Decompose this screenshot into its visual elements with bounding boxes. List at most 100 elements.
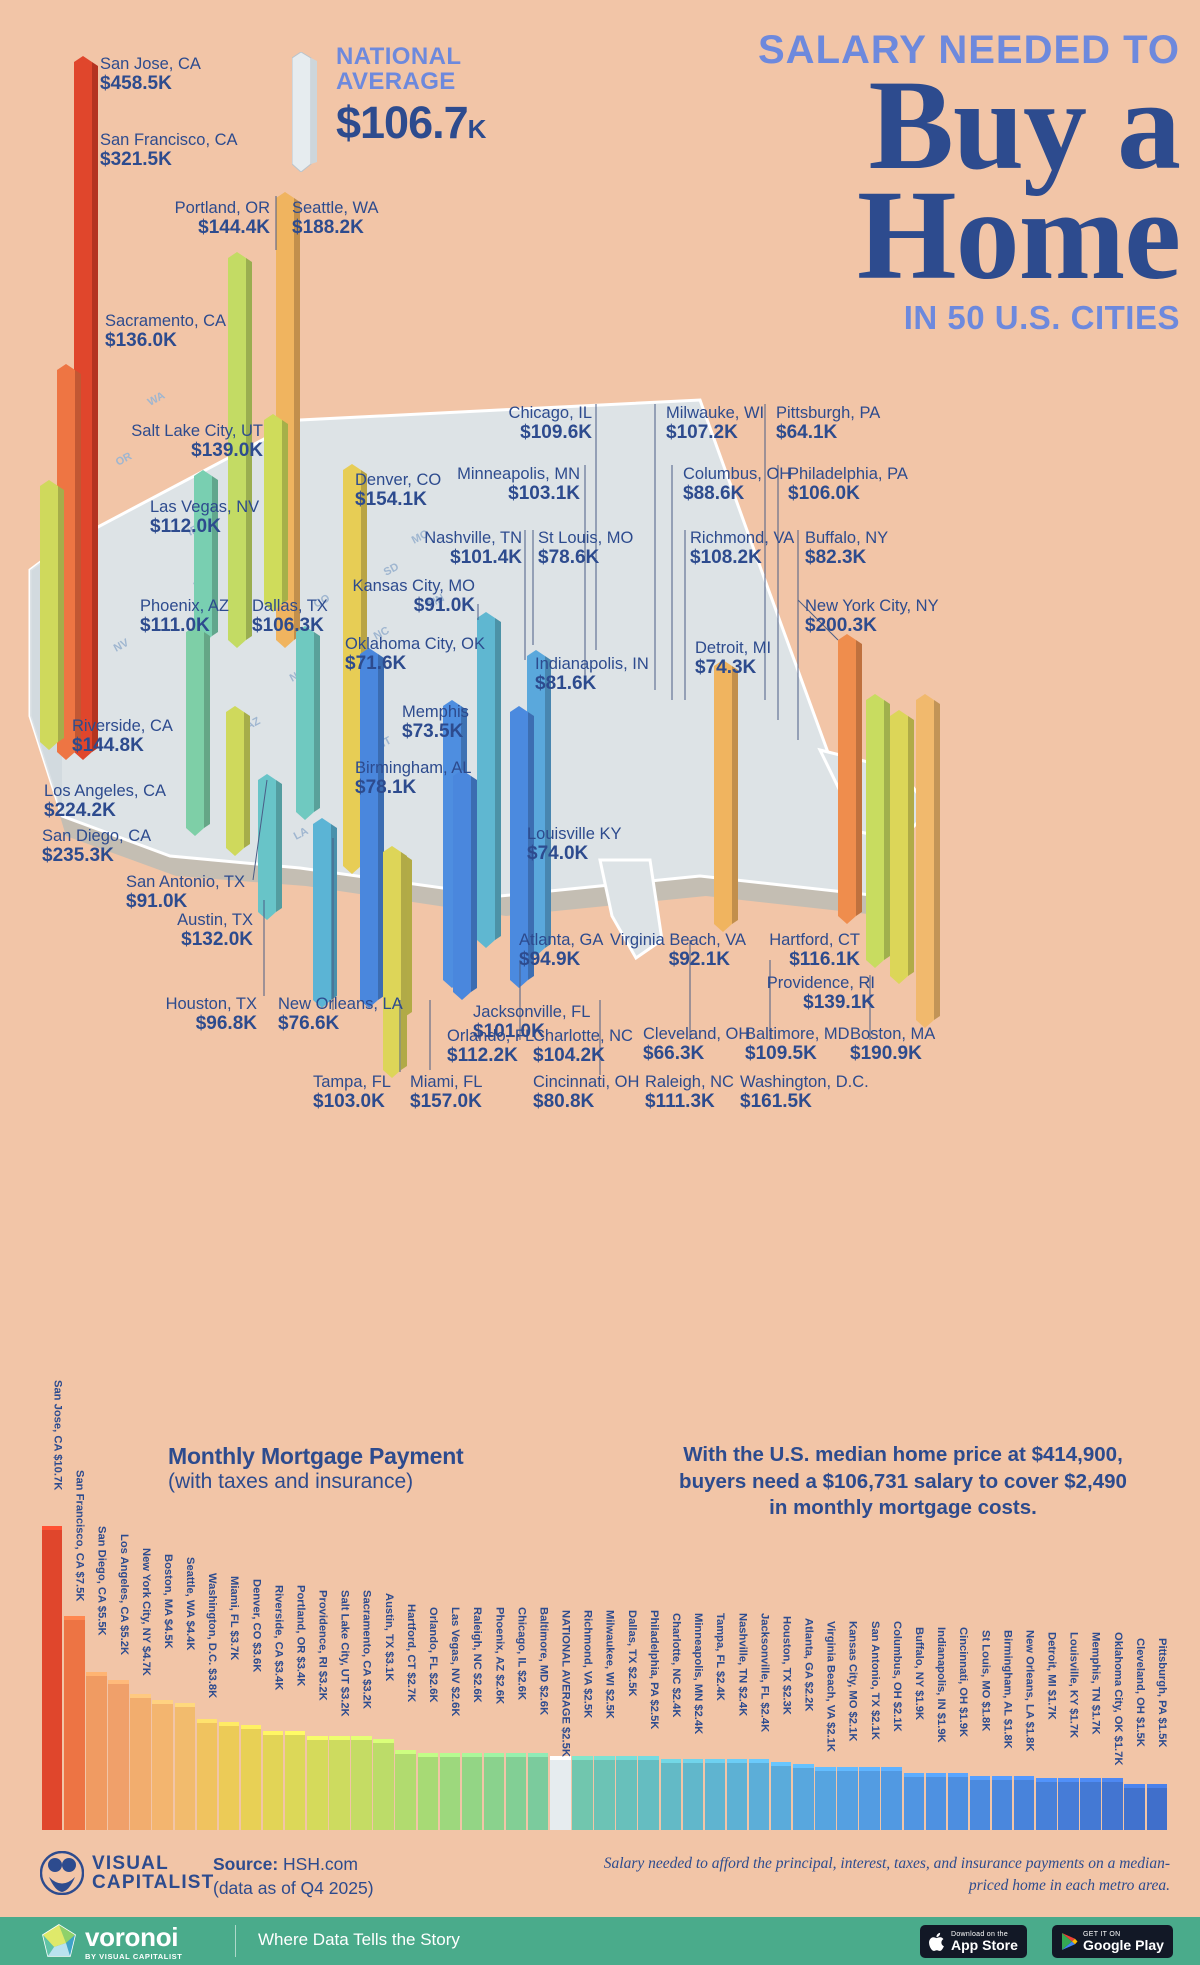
title-big-line-1: Buy a — [868, 54, 1181, 196]
bar-column[interactable]: Los Angeles, CA $5.2K — [108, 1285, 130, 1830]
callout-city-value: $81.6K — [535, 673, 597, 695]
bar-column[interactable]: Indianapolis, IN $1.9K — [925, 1285, 947, 1830]
bar-column[interactable]: St Louis, MO $1.8K — [969, 1285, 991, 1830]
callout-oklahoma-city: Oklahoma City, OK $71.6K — [345, 635, 485, 674]
bar-column[interactable]: Chicago, IL $2.6K — [505, 1285, 527, 1830]
bar-column[interactable]: Philadelphia, PA $2.5K — [638, 1285, 660, 1830]
callout-riverside: Riverside, CA $144.8K — [72, 717, 173, 756]
callout-minneapolis: Minneapolis, MN $103.1K — [400, 465, 580, 505]
app-store-button[interactable]: Download on the App Store — [920, 1925, 1027, 1958]
bar-column[interactable]: Detroit, MI $1.7K — [1036, 1285, 1058, 1830]
bar-column[interactable]: Dallas, TX $2.5K — [616, 1285, 638, 1830]
callout-city-name: Tampa, FL — [313, 1073, 391, 1091]
callout-city-name: Atlanta, GA — [519, 931, 604, 949]
bar-fill — [859, 1771, 880, 1830]
callout-city-value: $91.0K — [126, 891, 188, 913]
callout-city-value: $136.0K — [105, 330, 177, 352]
callout-city-name: Cleveland, OH — [643, 1025, 751, 1043]
bar-column[interactable]: Milwaukee, WI $2.5K — [594, 1285, 616, 1830]
bar-column[interactable]: Riverside, CA $3.4K — [262, 1285, 284, 1830]
bar-fill — [903, 1776, 924, 1830]
bar-column[interactable]: Houston, TX $2.3K — [770, 1285, 792, 1830]
bar-column[interactable]: Austin, TX $3.1K — [373, 1285, 395, 1830]
national-average-label-2: AVERAGE — [336, 68, 456, 96]
callout-detroit: Detroit, MI $74.3K — [695, 639, 771, 678]
bar-fill — [262, 1734, 284, 1830]
bar-column[interactable]: Memphis, TN $1.7K — [1080, 1285, 1102, 1830]
callout-city-name: Memphis — [402, 703, 469, 721]
bar-column[interactable]: Tampa, FL $2.4K — [704, 1285, 726, 1830]
bar-column[interactable]: Seattle, WA $4.4K — [174, 1285, 196, 1830]
bar-column[interactable]: Charlotte, NC $2.4K — [660, 1285, 682, 1830]
google-play-button[interactable]: GET IT ON Google Play — [1052, 1925, 1173, 1958]
bar-column[interactable]: Columbus, OH $2.1K — [881, 1285, 903, 1830]
bar-column[interactable]: Raleigh, NC $2.6K — [461, 1285, 484, 1830]
callout-city-name: Salt Lake City, UT — [131, 422, 263, 440]
bar-column[interactable]: Las Vegas, NV $2.6K — [439, 1285, 461, 1830]
bar-column[interactable]: Phoenix, AZ $2.6K — [483, 1285, 505, 1830]
bar-fill — [793, 1768, 814, 1830]
bar-column[interactable]: Portland, OR $3.4K — [284, 1285, 306, 1830]
bar-column[interactable]: Miami, FL $3.7K — [218, 1285, 241, 1830]
bar-column[interactable]: Birmingham, AL $1.8K — [991, 1285, 1014, 1830]
bar-fill — [351, 1740, 372, 1830]
bar-fill — [682, 1762, 704, 1830]
visual-capitalist-wordmark: VISUAL CAPITALIST — [92, 1854, 214, 1892]
title-line-1: SALARY NEEDED TO — [758, 28, 1180, 72]
bar-column[interactable]: Kansas City, MO $2.1K — [837, 1285, 859, 1830]
bar-top-face — [196, 1719, 218, 1724]
bar-column[interactable]: Nashville, TN $2.4K — [726, 1285, 748, 1830]
bar-label: Cleveland, OH $1.5K — [1133, 1637, 1146, 1747]
bar-column[interactable]: NATIONAL AVERAGE $2.5K — [550, 1285, 572, 1830]
bar-column[interactable]: Buffalo, NY $1.9K — [903, 1285, 925, 1830]
callout-city-name: Orlando, FL — [447, 1027, 535, 1045]
bar-column[interactable]: Orlando, FL $2.6K — [417, 1285, 439, 1830]
footer-disclaimer: Salary needed to afford the principal, i… — [603, 1855, 1170, 1894]
bar-column[interactable]: Cincinnati, OH $1.9K — [947, 1285, 969, 1830]
source-block: Source: HSH.com (data as of Q4 2025) — [213, 1853, 374, 1900]
bar-column[interactable]: Cleveland, OH $1.5K — [1124, 1285, 1146, 1830]
bar-column[interactable]: Sacramento, CA $3.2K — [351, 1285, 373, 1830]
bar-column[interactable]: Providence, RI $3.2K — [307, 1285, 329, 1830]
bar-label: Raleigh, NC $2.6K — [471, 1607, 484, 1703]
bar-column[interactable]: San Francisco, CA $7.5K — [64, 1285, 86, 1830]
bar-column[interactable]: Atlanta, GA $2.2K — [793, 1285, 815, 1830]
bar-column[interactable]: Richmond, VA $2.5K — [572, 1285, 594, 1830]
bar-column[interactable]: Jacksonville, FL $2.4K — [748, 1285, 770, 1830]
bar-column[interactable]: Salt Lake City, UT $3.2K — [329, 1285, 351, 1830]
callout-city-name: Providence, RI — [766, 974, 875, 992]
callout-city-name: San Antonio, TX — [126, 873, 245, 891]
callout-city-value: $103.1K — [508, 483, 580, 505]
bar-column[interactable]: Oklahoma City, OK $1.7K — [1102, 1285, 1124, 1830]
bar-label: Birmingham, AL $1.8K — [1001, 1629, 1014, 1749]
bar-column[interactable]: New York City, NY $4.7K — [130, 1285, 152, 1830]
bar-column[interactable]: Baltimore, MD $2.6K — [527, 1285, 550, 1830]
callout-columbus: Columbus, OH $88.6K — [683, 465, 791, 504]
bar-column[interactable]: New Orleans, LA $1.8K — [1013, 1285, 1036, 1830]
bar-column[interactable]: Denver, CO $3.6K — [240, 1285, 262, 1830]
bar-fill — [770, 1765, 792, 1830]
callout-washington-dc: Washington, D.C. $161.5K — [740, 1073, 869, 1112]
bar-column[interactable]: San Jose, CA $10.7K — [42, 1285, 63, 1830]
callout-city-value: $107.2K — [666, 422, 738, 444]
bar-label: Miami, FL $3.7K — [228, 1576, 241, 1661]
bar-column[interactable]: Minneapolis, MN $2.4K — [682, 1285, 704, 1830]
bar-label: Atlanta, GA $2.2K — [802, 1618, 815, 1712]
bar-column[interactable]: Pittsburgh, PA $1.5K — [1146, 1285, 1168, 1830]
bar-column[interactable]: San Antonio, TX $2.1K — [859, 1285, 881, 1830]
bar-fill — [594, 1759, 615, 1830]
bar-top-face — [505, 1753, 527, 1758]
callout-nashville: Nashville, TN $101.4K — [370, 529, 522, 568]
bar-column[interactable]: Louisville, KY $1.7K — [1058, 1285, 1080, 1830]
bar-column[interactable]: Hartford, CT $2.7K — [395, 1285, 417, 1830]
callout-city-value: $224.2K — [44, 800, 116, 822]
bar-column[interactable]: Washington, D.C. $3.8K — [196, 1285, 218, 1830]
voronoi-logo[interactable]: voronoi BY VISUAL CAPITALIST — [40, 1923, 182, 1961]
bar-fill — [925, 1776, 947, 1830]
bar-label: New Orleans, LA $1.8K — [1023, 1629, 1036, 1751]
bar-fill — [815, 1771, 836, 1830]
bar-label: Baltimore, MD $2.6K — [537, 1607, 550, 1716]
bar-column[interactable]: San Diego, CA $5.5K — [86, 1285, 108, 1830]
bar-column[interactable]: Virginia Beach, VA $2.1K — [815, 1285, 837, 1830]
bar-column[interactable]: Boston, MA $4.5K — [152, 1285, 174, 1830]
